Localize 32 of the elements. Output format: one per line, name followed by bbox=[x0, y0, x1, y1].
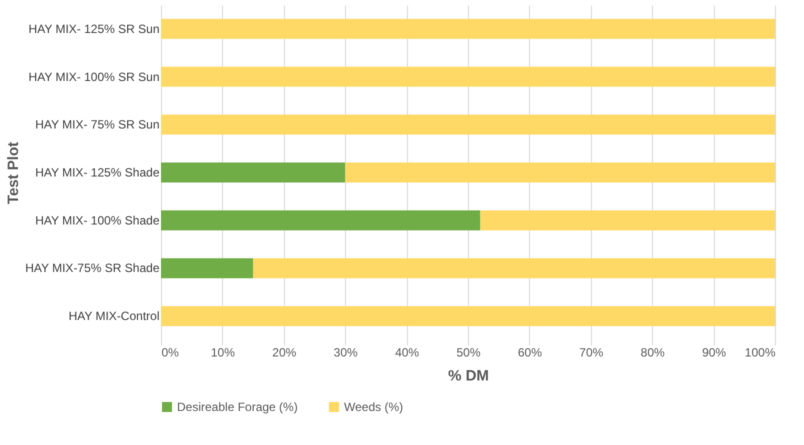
x-tick-label: 100% bbox=[744, 346, 776, 360]
bar bbox=[161, 306, 775, 326]
y-axis-title: Test Plot bbox=[5, 142, 22, 204]
x-tick-label: 0% bbox=[162, 346, 180, 360]
bar bbox=[161, 18, 775, 39]
x-tick-label: 80% bbox=[640, 346, 666, 360]
bar bbox=[161, 210, 480, 230]
y-tick-label: HAY MIX-75% SR Shade bbox=[25, 261, 160, 276]
bar bbox=[480, 210, 775, 230]
x-tick-label: 90% bbox=[702, 346, 726, 360]
x-tick-label: 40% bbox=[395, 346, 420, 360]
bar bbox=[161, 66, 775, 87]
x-tick-label: 30% bbox=[334, 346, 358, 360]
x-tick-label: 50% bbox=[456, 346, 481, 360]
bar bbox=[253, 258, 775, 278]
x-tick-label: 10% bbox=[210, 346, 236, 360]
bar bbox=[345, 162, 775, 182]
bar bbox=[161, 258, 254, 278]
x-tick-label: 60% bbox=[518, 346, 542, 360]
x-tick-label: 70% bbox=[579, 346, 604, 360]
bar bbox=[161, 114, 775, 135]
y-tick-label: HAY MIX- 75% SR Sun bbox=[35, 118, 160, 132]
legend-label: Weeds (%) bbox=[344, 400, 404, 414]
y-tick-label: HAY MIX-Control bbox=[68, 309, 160, 324]
y-tick-label: HAY MIX- 125% SR Sun bbox=[28, 22, 160, 36]
y-tick-label: HAY MIX- 100% Shade bbox=[35, 213, 160, 228]
bar bbox=[161, 162, 346, 182]
x-tick-label: 20% bbox=[272, 346, 297, 360]
y-tick-label: HAY MIX- 125% Shade bbox=[35, 166, 160, 180]
x-axis-title: % DM bbox=[448, 368, 489, 384]
legend-label: Desireable Forage (%) bbox=[177, 400, 298, 414]
y-tick-label: HAY MIX- 100% SR Sun bbox=[28, 70, 160, 84]
